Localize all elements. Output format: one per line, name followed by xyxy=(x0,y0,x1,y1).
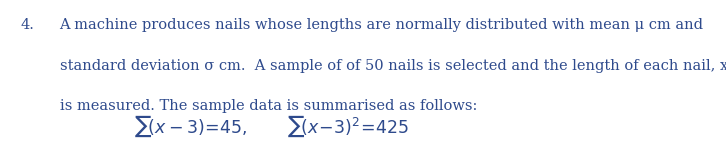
Text: $\sum\!(x-3)\!=\!45,$: $\sum\!(x-3)\!=\!45,$ xyxy=(134,114,248,139)
Text: A machine produces nails whose lengths are normally distributed with mean μ cm a: A machine produces nails whose lengths a… xyxy=(60,18,703,32)
Text: is measured. The sample data is summarised as follows:: is measured. The sample data is summaris… xyxy=(60,99,477,113)
Text: $\sum\!(x\!-\!3)^{2}\!=\!425$: $\sum\!(x\!-\!3)^{2}\!=\!425$ xyxy=(287,114,409,139)
Text: 4.: 4. xyxy=(20,18,34,32)
Text: standard deviation σ cm.  A sample of of 50 nails is selected and the length of : standard deviation σ cm. A sample of of … xyxy=(60,59,726,73)
